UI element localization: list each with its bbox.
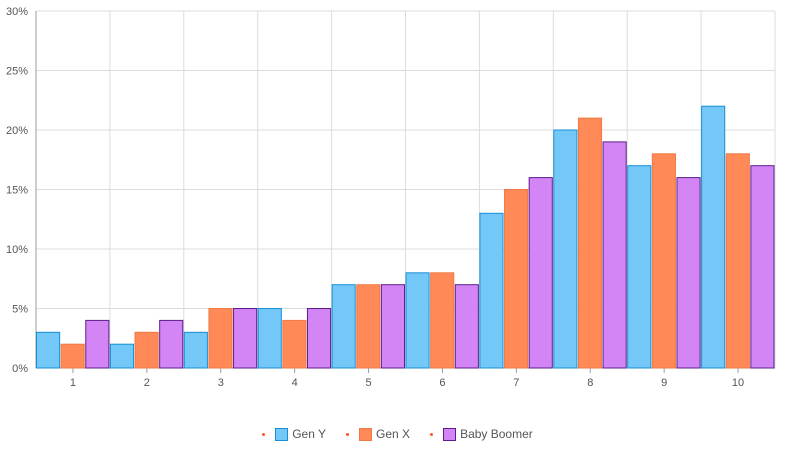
y-tick-label: 20%: [6, 125, 28, 137]
bar: [553, 129, 578, 369]
bar: [676, 177, 701, 369]
bar: [725, 153, 750, 369]
legend-label-gen-y: Gen Y: [292, 427, 327, 441]
legend-item-baby-boomer[interactable]: Baby Boomer: [430, 427, 533, 441]
x-tick-label: 7: [513, 377, 519, 389]
bar: [306, 308, 332, 369]
bar: [430, 272, 455, 369]
legend-dot-icon: [430, 432, 434, 436]
x-tick-label: 3: [218, 377, 224, 389]
bar: [602, 141, 627, 369]
bar: [504, 189, 529, 369]
bar: [701, 105, 726, 369]
bar: [750, 165, 775, 369]
bar: [627, 165, 652, 369]
bar: [282, 319, 307, 369]
y-tick-label: 5%: [12, 304, 28, 316]
bar: [380, 284, 406, 369]
x-tick-label: 10: [732, 377, 744, 389]
legend-swatch-gen-x: [359, 427, 373, 441]
legend-dot-icon: [262, 432, 266, 436]
bar: [60, 343, 85, 369]
bar: [85, 319, 110, 369]
bar: [183, 331, 208, 369]
legend: Gen Y Gen X Baby Boomer: [0, 422, 795, 446]
legend-swatch-gen-y: [275, 427, 289, 441]
x-tick-label: 8: [587, 377, 593, 389]
bar: [528, 177, 553, 369]
bar: [208, 308, 233, 369]
bar: [454, 284, 479, 369]
bar: [356, 284, 381, 369]
legend-item-gen-x[interactable]: Gen X: [346, 427, 410, 441]
x-tick-label: 2: [144, 377, 150, 389]
x-tick-label: 5: [365, 377, 371, 389]
x-tick-label: 4: [292, 377, 298, 389]
y-tick-label: 0%: [12, 363, 28, 375]
bar: [257, 308, 282, 369]
bar: [159, 319, 184, 369]
bar: [233, 308, 258, 369]
y-tick-label: 15%: [6, 185, 28, 197]
bar: [577, 117, 603, 369]
x-tick-label: 9: [661, 377, 667, 389]
y-tick-label: 25%: [6, 66, 28, 78]
legend-label-gen-x: Gen X: [376, 427, 411, 441]
bar: [134, 331, 159, 369]
bar: [405, 272, 430, 369]
legend-dot-icon: [346, 432, 350, 436]
bar: [109, 343, 135, 369]
bar: [479, 212, 504, 369]
bar: [651, 153, 676, 369]
y-tick-label: 30%: [6, 6, 28, 18]
legend-item-gen-y[interactable]: Gen Y: [262, 427, 326, 441]
bar: [331, 284, 356, 369]
x-tick-label: 1: [70, 377, 76, 389]
y-tick-label: 10%: [6, 244, 28, 256]
bar: [36, 331, 61, 369]
legend-swatch-baby-boomer: [443, 427, 457, 441]
x-tick-label: 6: [439, 377, 445, 389]
legend-label-baby-boomer: Baby Boomer: [460, 427, 533, 441]
